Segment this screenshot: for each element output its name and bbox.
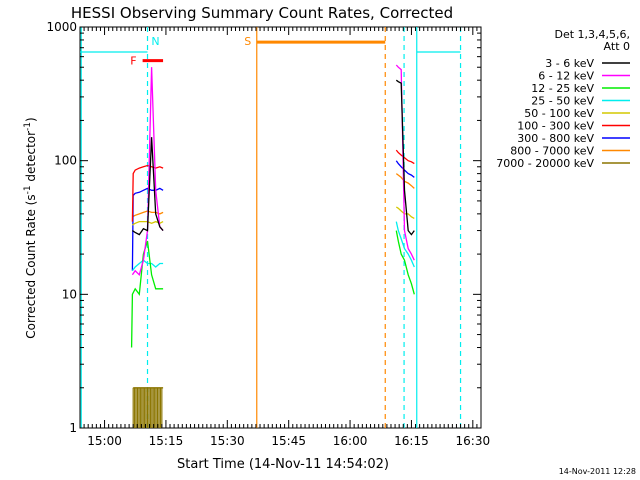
y-axis-label-part: ) <box>24 117 38 122</box>
y-axis-label-superscript: -1 <box>23 185 33 194</box>
x-tick-label: 15:15 <box>149 434 184 448</box>
y-tick-label: 10 <box>62 287 77 301</box>
x-tick-label: 15:45 <box>271 434 306 448</box>
x-tick-label: 15:30 <box>210 434 245 448</box>
x-tick-label: 15:00 <box>87 434 122 448</box>
marker-label: N <box>151 35 159 48</box>
y-axis-label: Corrected Count Rate (s-1 detector-1) <box>23 117 38 338</box>
interval-label: F <box>130 55 136 68</box>
legend-header-line: Det 1,3,4,5,6, <box>554 28 630 41</box>
marker-label: S <box>244 35 251 48</box>
legend-entry-label: 300 - 800 keV <box>517 132 594 145</box>
y-axis-label-part: detector <box>24 131 38 186</box>
legend-header-line: Att 0 <box>604 40 630 53</box>
chart-title: HESSI Observing Summary Count Rates, Cor… <box>71 4 453 22</box>
x-tick-label: 16:30 <box>456 434 491 448</box>
y-tick-label: 100 <box>54 154 77 168</box>
timestamp: 14-Nov-2011 12:28 <box>559 467 636 476</box>
legend-entry-label: 6 - 12 keV <box>538 70 594 83</box>
y-axis-label-part: Corrected Count Rate (s <box>24 194 38 338</box>
legend-entry-label: 12 - 25 keV <box>531 82 594 95</box>
plot-area: F N S <box>79 26 482 429</box>
legend-entry-label: 25 - 50 keV <box>531 95 594 108</box>
y-axis: 1 10 100 1000 <box>46 20 481 435</box>
y-tick-label: 1000 <box>46 20 77 34</box>
x-tick-label: 16:15 <box>394 434 429 448</box>
legend-entry-label: 7000 - 20000 keV <box>496 157 594 170</box>
series-line <box>131 259 164 272</box>
y-axis-label-superscript: -1 <box>23 122 33 131</box>
legend-entry-label: 100 - 300 keV <box>517 120 594 133</box>
series-line <box>132 137 164 236</box>
series-line <box>395 149 415 165</box>
legend-entry-label: 50 - 100 keV <box>524 107 594 120</box>
series-line <box>395 230 415 295</box>
series-line <box>131 164 164 222</box>
series-line <box>395 79 415 236</box>
x-axis: 15:00 15:15 15:30 15:45 16:00 16:15 16:30 <box>79 27 491 448</box>
legend-entry-label: 3 - 6 keV <box>545 57 594 70</box>
x-axis-label: Start Time (14-Nov-11 14:54:02) <box>177 457 389 472</box>
legend-entry-label: 800 - 7000 keV <box>510 145 594 158</box>
series-line <box>395 221 415 268</box>
series-line <box>131 187 164 271</box>
series-line <box>395 64 415 261</box>
y-tick-label: 1 <box>69 421 77 435</box>
x-tick-label: 16:00 <box>333 434 368 448</box>
